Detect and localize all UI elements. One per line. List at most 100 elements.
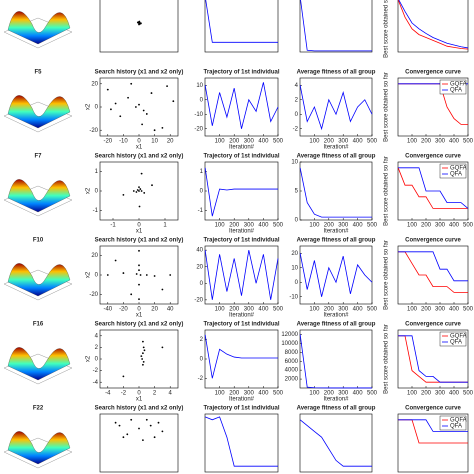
surface bbox=[7, 179, 71, 213]
panel-title: Search history (x1 and x2 only) bbox=[95, 70, 184, 76]
point bbox=[140, 190, 143, 192]
y-tick-label: 2 bbox=[95, 345, 99, 351]
x-tick-label: 0 bbox=[137, 391, 141, 397]
point bbox=[106, 88, 109, 91]
surface bbox=[7, 431, 71, 465]
axes-frame bbox=[397, 0, 469, 53]
legend-label: QFA bbox=[450, 424, 462, 430]
x-tick-label: 100 bbox=[309, 307, 320, 313]
point bbox=[110, 108, 112, 111]
x-tick-label: -20 bbox=[119, 307, 128, 313]
axes-frame bbox=[299, 77, 373, 137]
x-tick-label: 400 bbox=[449, 223, 460, 229]
y-tick-label: -10 bbox=[289, 294, 298, 300]
x-tick-label: 300 bbox=[338, 391, 349, 397]
x-tick-label: 100 bbox=[309, 223, 320, 229]
point bbox=[122, 375, 125, 378]
point bbox=[118, 424, 121, 427]
line bbox=[204, 167, 278, 217]
y-axis-label: x2 bbox=[86, 355, 92, 362]
x-tick-label: 20 bbox=[167, 139, 174, 145]
point bbox=[130, 82, 133, 85]
line bbox=[205, 0, 278, 43]
point bbox=[132, 190, 135, 192]
point bbox=[142, 346, 145, 349]
y-tick-label: 20 bbox=[91, 81, 98, 87]
x-axis-label: x1 bbox=[136, 145, 143, 151]
axes-frame bbox=[204, 413, 279, 473]
legend-box bbox=[439, 163, 467, 179]
x-tick-label: 100 bbox=[215, 139, 226, 145]
x-tick-label: 500 bbox=[367, 139, 378, 145]
y-tick-label: 6000 bbox=[285, 359, 299, 365]
point bbox=[166, 85, 168, 88]
x-axis-label: Iteration# bbox=[323, 229, 349, 235]
line bbox=[398, 335, 468, 383]
point bbox=[161, 126, 164, 129]
panel-title: Convergence curve bbox=[405, 70, 461, 76]
x-tick-label: 400 bbox=[353, 307, 364, 313]
point bbox=[161, 346, 164, 349]
y-tick-label: -2 bbox=[293, 126, 299, 132]
legend-label: GQFA bbox=[450, 82, 467, 88]
x-tick-label: 400 bbox=[258, 391, 269, 397]
y-axis-label: Best score obtained so far bbox=[384, 72, 390, 142]
y-tick-label: 2000 bbox=[285, 377, 299, 383]
panel-title: Trajectory of 1st individual bbox=[203, 322, 279, 328]
panel-title: Search history (x1 and x2 only) bbox=[95, 406, 184, 412]
line bbox=[204, 250, 279, 300]
point bbox=[114, 421, 117, 424]
point bbox=[138, 298, 140, 301]
line bbox=[299, 167, 372, 218]
line bbox=[398, 419, 468, 432]
y-tick-label: 10 bbox=[196, 83, 203, 89]
point bbox=[114, 102, 117, 105]
panel-title: Average fitness of all group bbox=[297, 406, 376, 412]
point bbox=[151, 184, 153, 187]
x-tick-label: 200 bbox=[229, 391, 240, 397]
x-tick-label: 400 bbox=[353, 139, 364, 145]
panel-title: Convergence curve bbox=[405, 238, 461, 244]
point bbox=[142, 439, 144, 441]
x-axis-label: x1 bbox=[136, 313, 143, 319]
line bbox=[397, 167, 468, 209]
point bbox=[153, 436, 156, 439]
point bbox=[130, 293, 133, 296]
line bbox=[398, 167, 469, 209]
point bbox=[150, 92, 153, 94]
point bbox=[161, 430, 164, 433]
x-tick-label: 0 bbox=[137, 307, 141, 313]
x-tick-label: 100 bbox=[407, 139, 418, 145]
x-axis-label: Iteration# bbox=[323, 397, 349, 403]
panel-title: F22 bbox=[33, 406, 44, 412]
x-axis-label: Iteration# bbox=[323, 313, 349, 319]
y-tick-label: 0 bbox=[295, 218, 299, 224]
y-tick-label: 10 bbox=[291, 265, 298, 271]
y-tick-label: -1 bbox=[93, 208, 99, 214]
point bbox=[172, 100, 175, 103]
panel-title: Convergence curve bbox=[405, 154, 461, 160]
x-tick-label: 20 bbox=[151, 307, 158, 313]
point bbox=[138, 264, 140, 267]
x-tick-label: 200 bbox=[324, 307, 335, 313]
x-tick-label: 500 bbox=[463, 139, 474, 145]
x-tick-label: 500 bbox=[463, 391, 474, 397]
y-tick-label: 20 bbox=[291, 251, 298, 257]
legend-box bbox=[439, 79, 467, 95]
x-tick-label: 200 bbox=[324, 391, 335, 397]
point bbox=[135, 273, 138, 275]
legend-label: GQFA bbox=[450, 418, 467, 424]
surface bbox=[7, 263, 71, 297]
panel-title: Trajectory of 1st individual bbox=[203, 238, 279, 244]
point bbox=[139, 22, 142, 25]
y-tick-label: 4 bbox=[295, 83, 299, 89]
panel-title: Average fitness of all group bbox=[297, 238, 376, 244]
panel-title: Average fitness of all group bbox=[297, 70, 376, 76]
point bbox=[138, 283, 140, 286]
axes-frame bbox=[397, 161, 469, 221]
point bbox=[142, 352, 144, 355]
y-tick-label: 8000 bbox=[285, 350, 299, 356]
point bbox=[139, 188, 142, 190]
y-tick-label: 20 bbox=[91, 253, 98, 259]
x-tick-label: 200 bbox=[421, 223, 432, 229]
